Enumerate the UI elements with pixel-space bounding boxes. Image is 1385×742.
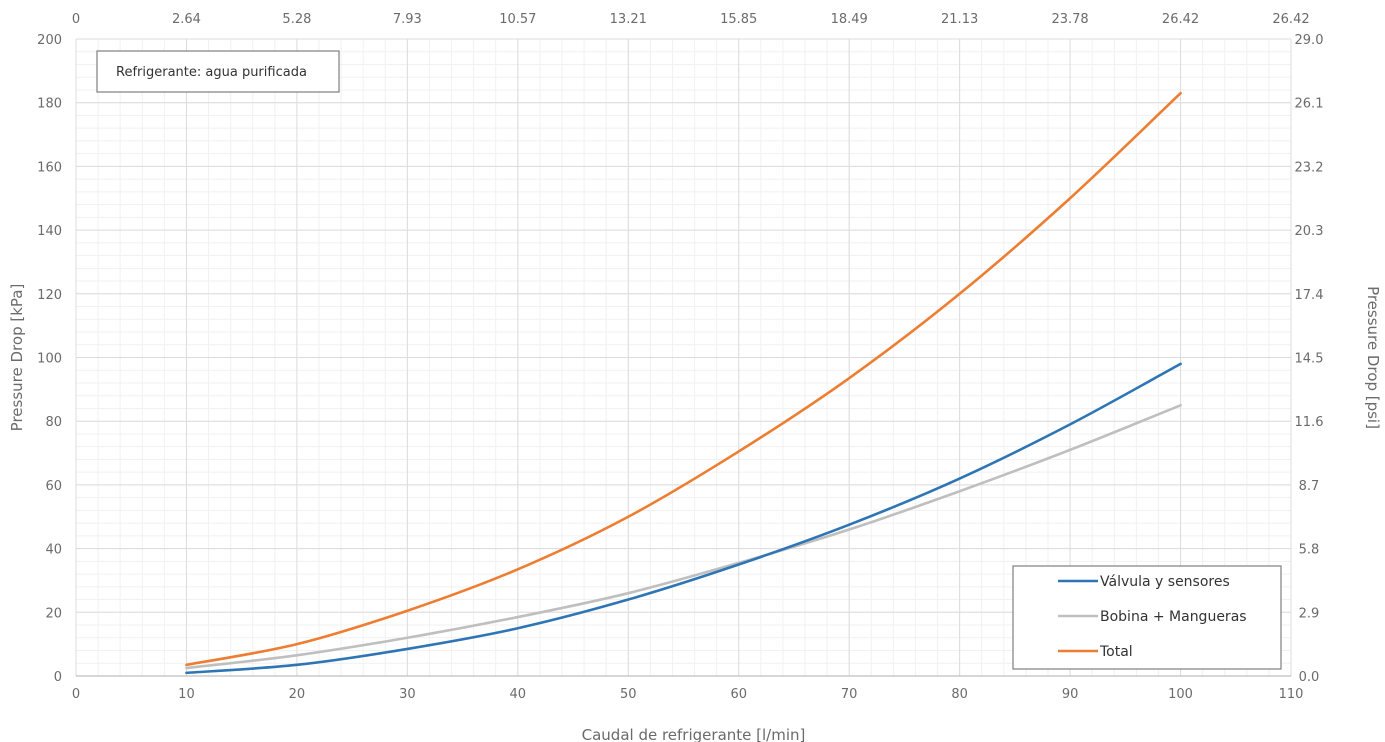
x-tick-label: 10 <box>178 687 195 702</box>
secondary-y-tick-label: 23.2 <box>1295 160 1324 175</box>
series-line <box>185 362 1182 675</box>
top-tick-label: 26.42 <box>1272 12 1309 27</box>
y-tick-label: 0 <box>54 670 62 685</box>
secondary-y-tick-label: 20.3 <box>1295 224 1324 239</box>
x-axis-ticks: 0 10 20 30 40 50 60 70 80 90 100 110 <box>72 687 1304 702</box>
x-tick-label: 90 <box>1062 687 1079 702</box>
x-tick-label: 0 <box>72 687 80 702</box>
y-tick-label: 40 <box>45 543 62 558</box>
y-tick-label: 200 <box>37 33 62 48</box>
secondary-y-axis-ticks: 0.0 2.9 5.8 8.7 11.6 14.5 17.4 20.3 23.2 26.1 29.0 <box>1295 33 1324 685</box>
top-tick-label: 13.21 <box>610 12 647 27</box>
legend-items: Válvula y sensores Bobina + Mangueras Tota… <box>1058 574 1247 660</box>
legend-label: Válvula y sensores <box>1100 574 1230 590</box>
secondary-y-tick-label: 29.0 <box>1295 33 1324 48</box>
x-tick-label: 110 <box>1279 687 1304 702</box>
x-tick-label: 20 <box>289 687 306 702</box>
legend-label: Bobina + Mangueras <box>1100 609 1247 625</box>
legend-label: Total <box>1099 644 1133 660</box>
x-axis-title: Caudal de refrigerante [l/min] <box>582 726 806 742</box>
y-tick-label: 180 <box>37 97 62 112</box>
top-tick-label: 7.93 <box>393 12 422 27</box>
top-tick-label: 15.85 <box>720 12 757 27</box>
legend: Válvula y sensores Bobina + Mangueras Tota… <box>1012 565 1282 670</box>
y-tick-label: 100 <box>37 352 62 367</box>
y-tick-label: 20 <box>45 606 62 621</box>
x-tick-label: 30 <box>399 687 416 702</box>
secondary-y-tick-label: 0.0 <box>1299 670 1320 685</box>
x-tick-label: 80 <box>951 687 968 702</box>
secondary-y-tick-label: 5.8 <box>1299 543 1320 558</box>
annotation-frame <box>96 50 340 93</box>
y-tick-label: 140 <box>37 224 62 239</box>
top-tick-label: 5.28 <box>282 12 311 27</box>
y-axis-ticks: 0 20 40 60 80 100 120 140 160 180 200 <box>37 33 62 685</box>
top-tick-label: 0 <box>72 12 80 27</box>
secondary-y-tick-label: 14.5 <box>1295 352 1324 367</box>
series-lines <box>185 91 1182 675</box>
y-tick-label: 80 <box>45 415 62 430</box>
top-tick-label: 21.13 <box>941 12 978 27</box>
secondary-y-tick-label: 11.6 <box>1295 415 1324 430</box>
secondary-y-tick-label: 2.9 <box>1299 606 1320 621</box>
y-tick-label: 160 <box>37 160 62 175</box>
top-tick-label: 23.78 <box>1051 12 1088 27</box>
top-tick-label: 18.49 <box>831 12 868 27</box>
x-tick-label: 100 <box>1168 687 1193 702</box>
x-tick-label: 70 <box>841 687 858 702</box>
y-tick-label: 120 <box>37 288 62 303</box>
secondary-y-tick-label: 26.1 <box>1295 97 1324 112</box>
secondary-y-tick-label: 8.7 <box>1299 479 1320 494</box>
series-line <box>185 403 1182 670</box>
x-tick-label: 50 <box>620 687 637 702</box>
top-tick-label: 26.42 <box>1162 12 1199 27</box>
top-tick-label: 2.64 <box>172 12 201 27</box>
legend-frame <box>1012 565 1282 670</box>
top-axis-ticks: 0 2.64 5.28 7.93 10.57 13.21 15.85 18.49 21.13 23… <box>72 12 1310 27</box>
annotation-box: Refrigerante: agua purificada <box>96 50 340 93</box>
y-axis-title: Pressure Drop [kPa] <box>8 284 26 432</box>
secondary-y-tick-label: 17.4 <box>1295 288 1324 303</box>
x-tick-label: 60 <box>730 687 747 702</box>
secondary-y-axis-title: Pressure Drop [psi] <box>1364 286 1382 429</box>
top-tick-label: 10.57 <box>499 12 536 27</box>
annotation-text: Refrigerante: agua purificada <box>116 65 307 80</box>
x-tick-label: 40 <box>510 687 527 702</box>
series-line <box>185 91 1182 667</box>
y-tick-label: 60 <box>45 479 62 494</box>
